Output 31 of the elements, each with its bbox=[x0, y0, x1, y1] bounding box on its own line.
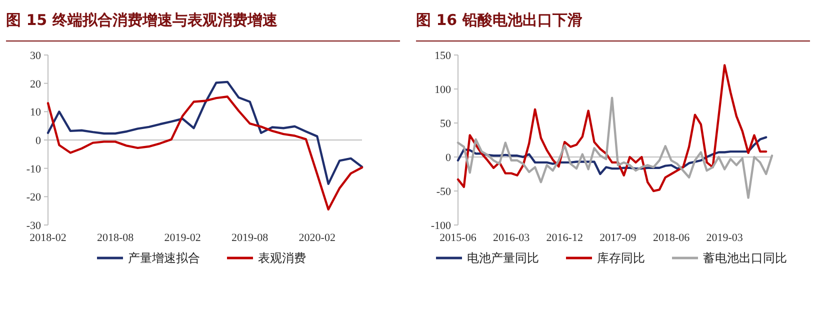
y-tick-label: 50 bbox=[440, 118, 452, 130]
chart-title: 图 15 终端拟合消费增速与表观消费增速 bbox=[6, 11, 278, 29]
x-tick-label: 2018-02 bbox=[30, 232, 66, 244]
x-tick-label: 2019-03 bbox=[706, 232, 744, 244]
x-tick-label: 2016-03 bbox=[492, 232, 530, 244]
y-tick-label: -30 bbox=[26, 220, 42, 232]
y-tick-label: -100 bbox=[430, 220, 452, 232]
y-tick-label: 0 bbox=[36, 135, 42, 147]
x-tick-label: 2019-08 bbox=[232, 232, 269, 244]
x-tick-label: 2015-06 bbox=[440, 232, 477, 244]
x-tick-label: 2017-09 bbox=[600, 232, 637, 244]
y-tick-label: 100 bbox=[434, 84, 452, 96]
y-tick-label: -20 bbox=[26, 192, 42, 204]
y-tick-label: 10 bbox=[30, 106, 42, 119]
x-tick-label: 2018-06 bbox=[652, 232, 690, 244]
y-tick-label: -50 bbox=[436, 186, 452, 198]
y-tick-label: 30 bbox=[30, 50, 42, 62]
y-tick-label: 150 bbox=[434, 50, 452, 62]
y-tick-label: 20 bbox=[30, 78, 42, 90]
legend-label: 库存同比 bbox=[597, 251, 645, 265]
x-tick-label: 2016-12 bbox=[546, 232, 583, 244]
x-tick-label: 2018-08 bbox=[96, 232, 134, 244]
x-tick-label: 2020-02 bbox=[298, 232, 336, 244]
legend-label: 产量增速拟合 bbox=[128, 251, 200, 265]
legend-label: 电池产量同比 bbox=[467, 251, 539, 265]
legend-label: 表观消费 bbox=[258, 251, 306, 265]
x-tick-label: 2019-02 bbox=[164, 232, 201, 244]
legend-label: 蓄电池出口同比 bbox=[703, 251, 787, 265]
y-tick-label: -10 bbox=[26, 163, 42, 176]
chart-title: 图 16 铅酸电池出口下滑 bbox=[416, 11, 582, 29]
y-tick-label: 0 bbox=[446, 152, 452, 164]
